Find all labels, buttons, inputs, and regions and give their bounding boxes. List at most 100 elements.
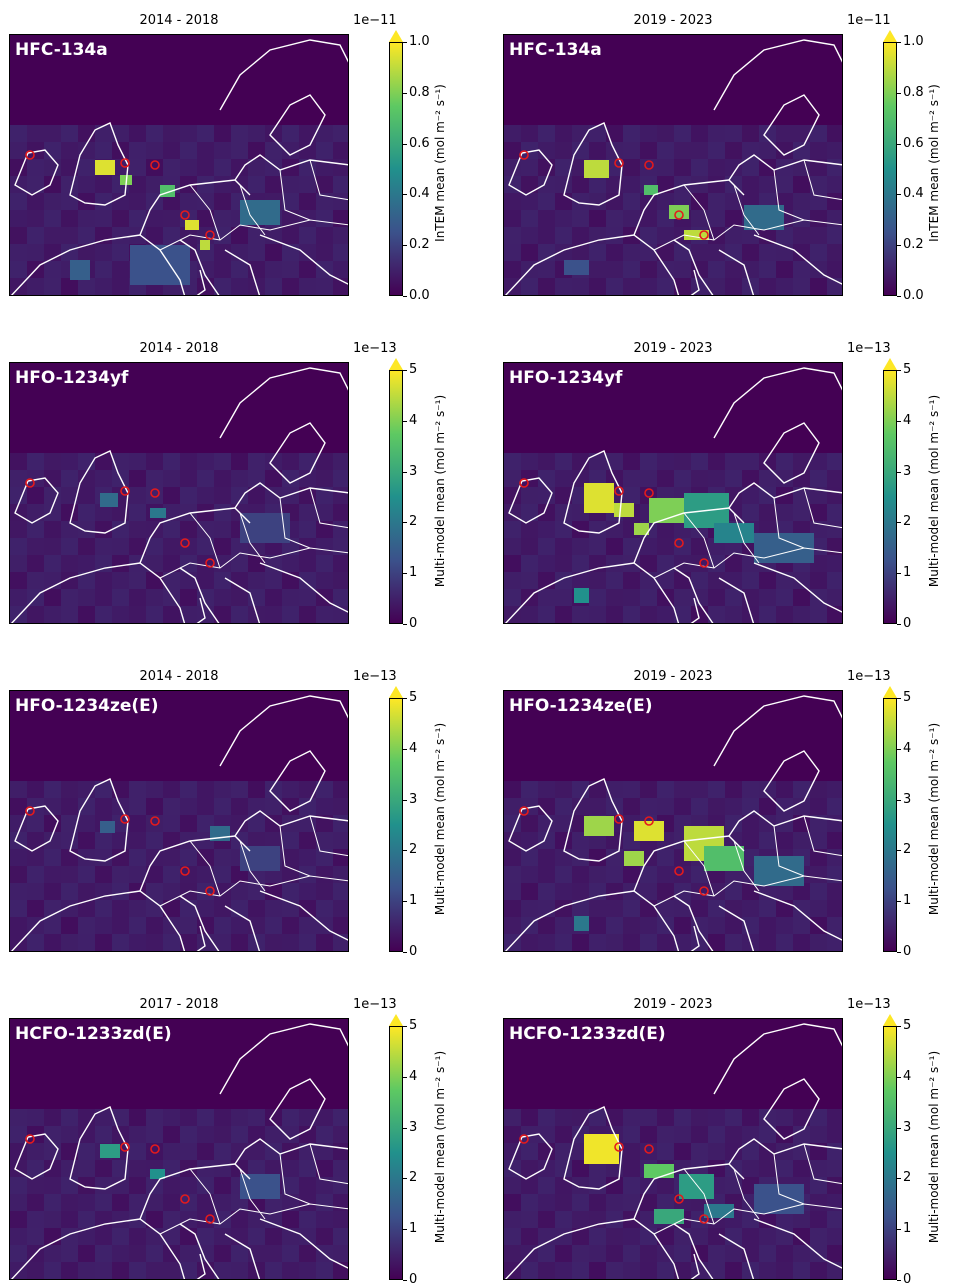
emission-cell xyxy=(95,521,112,538)
emission-cell xyxy=(504,487,521,504)
emission-cell xyxy=(95,470,112,487)
emission-hotspot xyxy=(240,1174,280,1199)
coastline xyxy=(259,234,348,285)
emission-cell xyxy=(589,1228,606,1245)
emission-cell xyxy=(316,470,333,487)
country-border xyxy=(189,512,221,569)
emission-cell xyxy=(282,883,299,900)
emission-cell xyxy=(538,538,555,555)
emission-cell xyxy=(248,125,265,142)
emission-cell xyxy=(810,883,827,900)
colorbar-gradient xyxy=(389,42,403,296)
emission-cell xyxy=(657,623,674,624)
emission-cell xyxy=(282,1160,299,1177)
emission-hotspot xyxy=(744,205,784,230)
emission-cell xyxy=(197,1194,214,1211)
emission-cell xyxy=(197,193,214,210)
emission-cell xyxy=(44,1126,61,1143)
emission-cell xyxy=(265,1211,282,1228)
emission-cell xyxy=(623,125,640,142)
measurement-site-marker xyxy=(150,1144,160,1154)
emission-cell xyxy=(640,278,657,295)
emission-cell xyxy=(691,1160,708,1177)
emission-cell xyxy=(333,917,348,934)
emission-cell xyxy=(78,572,95,589)
emission-cell xyxy=(44,159,61,176)
emission-cell xyxy=(708,781,725,798)
emission-cell xyxy=(810,504,827,521)
emission-cell xyxy=(95,572,112,589)
emission-cell xyxy=(742,453,759,470)
emission-cell xyxy=(623,1245,640,1262)
emission-cell xyxy=(640,934,657,951)
emission-cell xyxy=(95,210,112,227)
emission-cell xyxy=(44,849,61,866)
emission-cell xyxy=(299,1279,316,1280)
emission-cell xyxy=(793,832,810,849)
emission-cell xyxy=(112,1279,129,1280)
emission-cell xyxy=(163,1177,180,1194)
emission-cell xyxy=(282,815,299,832)
emission-hotspot xyxy=(185,220,199,230)
emission-cell xyxy=(248,623,265,624)
emission-cell xyxy=(708,453,725,470)
emission-cell xyxy=(231,555,248,572)
emission-cell xyxy=(589,623,606,624)
emission-cell xyxy=(691,193,708,210)
colorbar-tick-mark xyxy=(897,850,901,852)
emission-cell xyxy=(333,227,348,244)
emission-cell xyxy=(810,125,827,142)
emission-cell xyxy=(248,781,265,798)
emission-cell xyxy=(61,1279,78,1280)
emission-cell xyxy=(27,193,44,210)
emission-cell xyxy=(657,1279,674,1280)
emission-cell xyxy=(248,589,265,606)
emission-cell xyxy=(61,1245,78,1262)
emission-cell xyxy=(129,193,146,210)
emission-cell xyxy=(265,1245,282,1262)
measurement-site-marker xyxy=(614,158,624,168)
emission-cell xyxy=(61,227,78,244)
emission-cell xyxy=(214,1194,231,1211)
emission-cell xyxy=(691,623,708,624)
emission-cell xyxy=(265,278,282,295)
emission-cell xyxy=(248,1279,265,1280)
emission-cell xyxy=(333,572,348,589)
emission-cell xyxy=(657,295,674,296)
emission-map: HCFO-1233zd(E) xyxy=(503,1018,843,1280)
emission-cell xyxy=(521,832,538,849)
emission-cell xyxy=(214,1143,231,1160)
emission-cell xyxy=(27,295,44,296)
emission-cell xyxy=(674,1143,691,1160)
emission-cell xyxy=(333,125,348,142)
emission-cell xyxy=(589,210,606,227)
emission-cell xyxy=(78,504,95,521)
emission-cell xyxy=(776,589,793,606)
colorbar-extend-arrow xyxy=(389,30,403,42)
country-border xyxy=(733,840,760,892)
colorbar-tick-label: 0.8 xyxy=(903,84,924,100)
coastline xyxy=(14,477,59,524)
emission-cell xyxy=(810,210,827,227)
emission-cell xyxy=(708,470,725,487)
measurement-site-marker xyxy=(614,486,624,496)
emission-cell xyxy=(112,1262,129,1279)
emission-cell xyxy=(725,453,742,470)
emission-cell xyxy=(282,142,299,159)
emission-cell xyxy=(555,142,572,159)
emission-cell xyxy=(793,176,810,193)
emission-cell xyxy=(504,521,521,538)
emission-cell xyxy=(606,538,623,555)
emission-cell xyxy=(214,951,231,952)
emission-cell xyxy=(538,951,555,952)
emission-cell xyxy=(623,278,640,295)
emission-cell xyxy=(810,1228,827,1245)
emission-cell xyxy=(555,193,572,210)
emission-cell xyxy=(793,934,810,951)
colorbar-tick-mark xyxy=(403,748,407,750)
emission-cell xyxy=(265,1126,282,1143)
emission-cell xyxy=(589,470,606,487)
emission-cell xyxy=(282,1109,299,1126)
emission-hotspot xyxy=(584,483,614,513)
